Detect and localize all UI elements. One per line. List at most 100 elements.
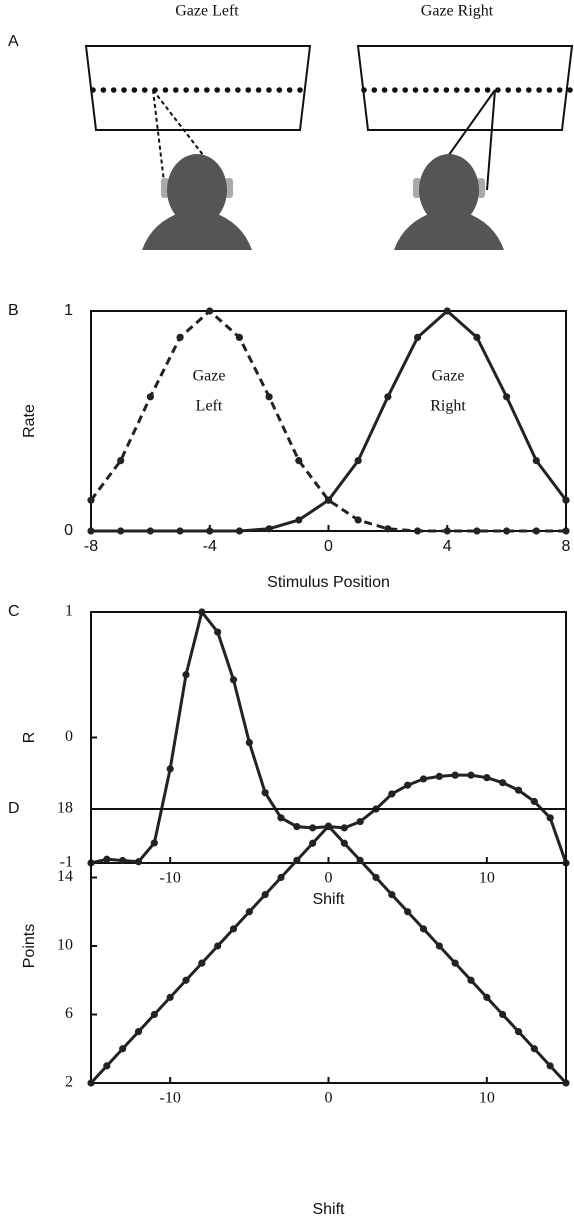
data-point bbox=[473, 333, 481, 341]
y-tick-label: 0 bbox=[64, 522, 73, 539]
data-point bbox=[295, 516, 303, 524]
data-point bbox=[265, 393, 273, 401]
data-point bbox=[372, 873, 380, 882]
panel-label: B bbox=[8, 302, 19, 319]
data-point bbox=[146, 527, 154, 535]
screen-dot bbox=[235, 87, 241, 93]
data-point bbox=[443, 307, 451, 315]
screen-dot bbox=[433, 87, 439, 93]
data-point bbox=[117, 457, 125, 465]
x-tick-label: 8 bbox=[562, 538, 571, 555]
data-point bbox=[166, 993, 174, 1001]
data-point bbox=[309, 824, 317, 832]
screen-dot bbox=[266, 87, 272, 93]
screen-dot bbox=[121, 87, 127, 93]
data-point bbox=[467, 771, 475, 779]
data-point bbox=[235, 527, 244, 535]
data-point bbox=[419, 925, 428, 933]
data-point bbox=[404, 781, 412, 789]
x-tick-label: 10 bbox=[479, 870, 495, 887]
ear bbox=[161, 178, 169, 198]
screen-dot bbox=[361, 87, 367, 93]
x-tick-label: 0 bbox=[325, 870, 333, 887]
data-point bbox=[235, 333, 244, 341]
data-point bbox=[483, 774, 491, 782]
data-point bbox=[324, 822, 333, 830]
data-point bbox=[245, 738, 253, 747]
data-point bbox=[229, 925, 238, 933]
data-point bbox=[206, 307, 214, 315]
panel-a: A Gaze Left Gaze Right bbox=[8, 3, 574, 250]
data-point bbox=[295, 457, 303, 465]
data-point bbox=[176, 527, 184, 535]
data-point bbox=[150, 1010, 158, 1019]
data-point bbox=[388, 891, 396, 899]
data-point bbox=[119, 1045, 127, 1053]
gaze-line bbox=[486, 89, 496, 191]
x-tick-label: -10 bbox=[160, 1090, 181, 1107]
y-tick-label: -1 bbox=[60, 854, 73, 871]
data-point bbox=[413, 333, 422, 341]
screen-dot bbox=[255, 87, 262, 93]
data-point bbox=[354, 457, 362, 465]
screen-dot bbox=[546, 87, 553, 93]
data-point bbox=[435, 772, 443, 781]
data-point bbox=[293, 823, 301, 831]
annotation: Gaze bbox=[432, 368, 465, 385]
data-point bbox=[119, 856, 127, 865]
screen-dot bbox=[204, 87, 210, 93]
data-point bbox=[503, 393, 511, 401]
x-tick-label: 4 bbox=[443, 538, 452, 555]
series-line bbox=[89, 823, 568, 1085]
data-point bbox=[103, 1062, 111, 1070]
data-point bbox=[443, 527, 451, 535]
screen-dot bbox=[392, 87, 398, 93]
data-point bbox=[356, 856, 364, 864]
screen-dot bbox=[536, 87, 542, 93]
data-point bbox=[546, 814, 554, 822]
screen-dot bbox=[371, 87, 378, 93]
data-point bbox=[562, 1079, 570, 1087]
data-point bbox=[176, 333, 184, 341]
screen-dot bbox=[505, 87, 512, 93]
screen-dot bbox=[173, 87, 179, 93]
screen-dot bbox=[214, 87, 220, 93]
data-point bbox=[499, 779, 507, 787]
screen-dot bbox=[90, 87, 96, 93]
y-tick-label: 10 bbox=[57, 937, 73, 954]
screen-dot bbox=[495, 87, 501, 93]
y-axis-label: Points bbox=[21, 924, 38, 968]
x-tick-label: -8 bbox=[84, 538, 98, 555]
panel-label: D bbox=[8, 800, 20, 817]
screen bbox=[84, 45, 312, 131]
plot-frame bbox=[90, 310, 567, 532]
data-point bbox=[87, 527, 95, 535]
x-axis-label: Stimulus Position bbox=[267, 574, 390, 591]
annotation: Right bbox=[430, 398, 466, 415]
data-point bbox=[324, 496, 333, 504]
screen-dot bbox=[515, 87, 522, 93]
data-point bbox=[413, 527, 422, 535]
head bbox=[167, 154, 227, 226]
data-point bbox=[182, 671, 190, 679]
screen-dot bbox=[484, 87, 491, 93]
plot-frame bbox=[90, 611, 567, 864]
data-point bbox=[356, 817, 364, 826]
screen-dot bbox=[474, 87, 481, 93]
plot-frame bbox=[90, 808, 567, 1084]
data-point bbox=[166, 765, 174, 773]
screen-dot bbox=[286, 87, 293, 93]
gaze-line bbox=[152, 89, 166, 191]
data-point bbox=[340, 839, 348, 847]
data-point bbox=[388, 790, 396, 798]
data-point bbox=[261, 789, 269, 797]
screen-dot bbox=[224, 87, 231, 93]
screen-dot bbox=[402, 87, 409, 93]
screen-dot bbox=[412, 87, 419, 93]
data-point bbox=[499, 1010, 507, 1019]
screen-dot bbox=[193, 87, 200, 93]
data-point bbox=[229, 676, 238, 684]
data-point bbox=[103, 855, 111, 863]
data-point bbox=[562, 496, 570, 504]
y-axis-label: Rate bbox=[21, 404, 38, 438]
